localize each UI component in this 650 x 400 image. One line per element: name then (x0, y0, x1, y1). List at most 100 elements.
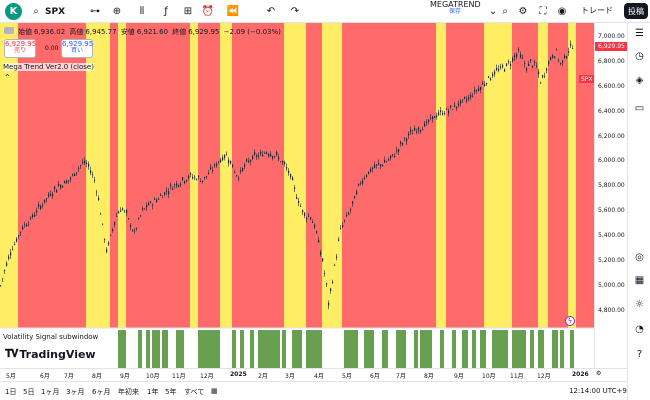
indicators-icon[interactable]: ƒ (164, 6, 168, 17)
chat-icon[interactable]: ▭ (634, 103, 645, 114)
symbol-search[interactable]: ⌕ SPX (30, 4, 65, 19)
candle-body (388, 159, 390, 161)
price-tick-label: 5,000.00 (598, 281, 625, 289)
lightbulb-icon[interactable]: ☼ (635, 299, 644, 310)
candle-body (562, 60, 564, 63)
candle-body (566, 56, 568, 59)
calendar-icon[interactable]: ▦ (634, 275, 645, 286)
signal-bar (552, 330, 558, 368)
candle-body (50, 193, 52, 196)
axis-settings-icon[interactable]: ⚙ (596, 370, 602, 377)
candle-body (8, 256, 10, 259)
candle-body (416, 131, 418, 133)
add-symbol-icon[interactable]: ⊕ (112, 6, 122, 17)
main-chart[interactable]: 始値 6,936.02 高値 6,945.77 安値 6,921.60 終値 6,929… (0, 23, 595, 368)
candle-body (284, 161, 286, 165)
candle-body (516, 54, 518, 57)
buy-button[interactable]: 6,929.95 買い (61, 39, 93, 58)
search-icon: ⌕ (33, 6, 39, 17)
watchlist-icon[interactable]: ☰ (635, 28, 644, 39)
candle-body (226, 154, 228, 156)
candle-body (496, 68, 498, 71)
range-button[interactable]: 1年 (147, 388, 159, 396)
candle-body (492, 73, 494, 77)
candle-body (16, 238, 18, 242)
price-scale[interactable]: 6,929.95 7,000.00 6,800.00 6,600.00 6,400.0… (594, 23, 628, 368)
timezone-label[interactable]: 12:14:00 UTC+9 (569, 387, 627, 395)
layout-name[interactable]: MEGATREND 保存 (430, 0, 481, 15)
candle-body (118, 211, 120, 214)
candle-body (316, 231, 318, 234)
signal-bar (176, 330, 184, 368)
alert-icon[interactable]: ⏰ (201, 6, 215, 17)
settings-icon[interactable]: ⚙ (518, 6, 528, 17)
bar-style-icon[interactable]: ⫴ (139, 6, 145, 17)
candle-body (322, 258, 324, 262)
candle-body (0, 285, 2, 287)
quick-search-icon[interactable]: ⌕ (502, 6, 508, 17)
symbol-price-tag: SPX (579, 75, 595, 83)
alerts-clock-icon[interactable]: ◷ (635, 51, 644, 62)
compare-icon[interactable]: ⊶ (90, 6, 100, 17)
candle-body (440, 110, 442, 112)
replay-icon[interactable]: ⏪ (226, 6, 240, 17)
candle-body (148, 202, 150, 206)
target-icon[interactable]: ◎ (635, 252, 644, 263)
candle-body (22, 226, 24, 230)
candle-body (474, 89, 476, 92)
collapse-legend-icon[interactable] (4, 27, 14, 34)
range-button[interactable]: すべて (184, 388, 205, 396)
candle-body (372, 167, 374, 170)
candle-body (224, 154, 226, 158)
sell-button[interactable]: 6,929.95 売り (4, 39, 36, 58)
time-axis[interactable]: ⚙ 5月 6月 7月 8月 9月 10月 11月 12月 2025 2月 3月 4月 5月 6月 7月 8月 9… (0, 368, 627, 381)
chevron-up-icon[interactable]: ⌃ (4, 73, 11, 82)
candle-body (552, 55, 554, 58)
indicator-label[interactable]: Mega Trend Ver2.0 (close) (3, 63, 94, 71)
candle-body (14, 244, 16, 245)
candle-body (266, 152, 268, 154)
chevron-down-icon[interactable]: ⌄ (488, 6, 498, 17)
range-button[interactable]: 1日 (5, 388, 17, 396)
trade-button[interactable]: トレード (581, 6, 613, 15)
user-avatar[interactable]: K (5, 3, 22, 20)
time-tick-label: 12月 (537, 373, 551, 380)
candle-body (256, 155, 258, 157)
candle-body (412, 133, 414, 135)
fullscreen-icon[interactable]: ⛶ (539, 6, 547, 17)
templates-icon[interactable]: ⊞ (183, 6, 193, 17)
camera-icon[interactable]: ◉ (557, 6, 567, 17)
subwindow-label[interactable]: Volatility Signal subwindow (3, 333, 99, 341)
candle-body (204, 176, 206, 179)
candle-body (432, 116, 434, 120)
candle-body (12, 249, 14, 251)
help-icon[interactable]: ? (636, 349, 643, 360)
range-button[interactable]: 年初来 (118, 388, 139, 396)
undo-icon[interactable]: ↶ (266, 6, 276, 17)
candle-body (480, 87, 482, 91)
notifications-icon[interactable]: ◔ (635, 324, 644, 335)
candle-body (434, 116, 436, 118)
candle-body (30, 217, 32, 219)
range-button[interactable]: 3ヶ月 (66, 388, 85, 396)
range-button[interactable]: 1ヶ月 (41, 388, 60, 396)
range-button[interactable]: 5年 (165, 388, 177, 396)
candle-body (142, 208, 144, 210)
redo-icon[interactable]: ↷ (290, 6, 300, 17)
signal-bar (414, 330, 418, 368)
range-button[interactable]: 5日 (23, 388, 35, 396)
trend-band (110, 23, 118, 328)
lightning-icon[interactable]: ϟ (565, 316, 575, 326)
candle-body (514, 55, 516, 58)
date-range-icon[interactable]: ▦ (211, 387, 218, 395)
candle-body (46, 198, 48, 200)
candle-body (482, 83, 484, 85)
signal-bar (232, 330, 236, 368)
candle-body (136, 227, 138, 229)
layers-icon[interactable]: ◈ (635, 75, 644, 86)
candle-body (360, 182, 362, 184)
range-button[interactable]: 6ヶ月 (92, 388, 111, 396)
post-button[interactable]: 投稿 (624, 3, 648, 19)
candle-body (220, 159, 222, 163)
candle-body (472, 95, 474, 97)
